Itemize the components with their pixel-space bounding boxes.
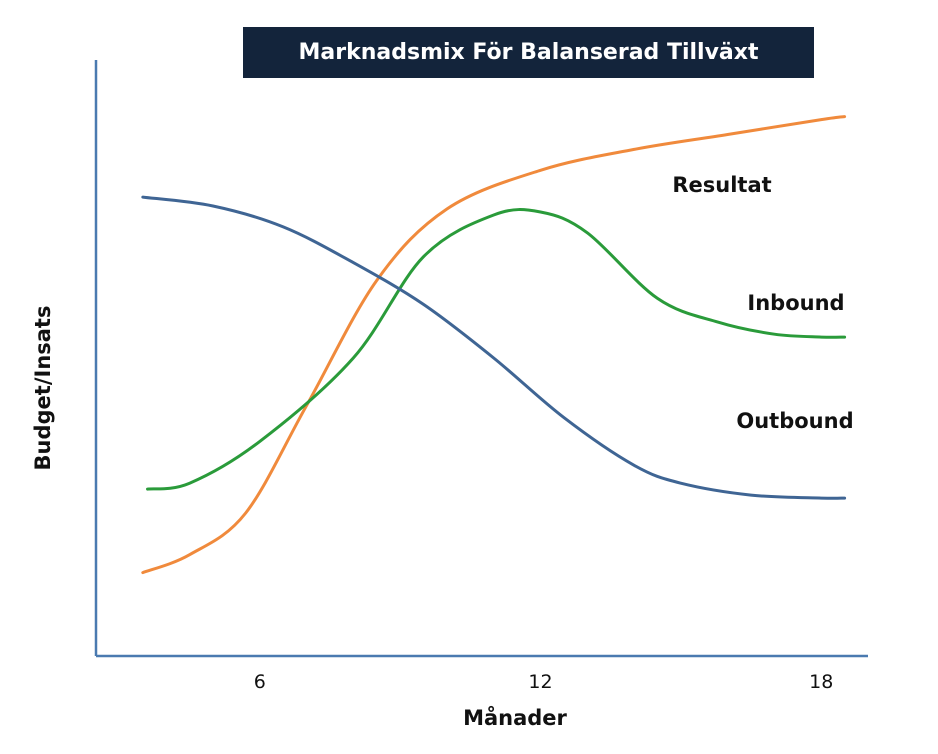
x-tick-label-6: 6 <box>254 671 266 693</box>
series-label-resultat: Resultat <box>672 173 771 197</box>
series-line-outbound <box>141 195 847 500</box>
y-axis-label: Budget/Insats <box>31 306 55 471</box>
chart-title-banner: Marknadsmix För Balanserad Tillväxt <box>243 27 814 78</box>
series-label-outbound: Outbound <box>736 409 853 433</box>
series-line-inbound <box>146 208 847 491</box>
chart-title: Marknadsmix För Balanserad Tillväxt <box>298 40 759 65</box>
series-label-inbound: Inbound <box>747 291 844 315</box>
x-tick-label-18: 18 <box>809 671 833 693</box>
x-axis-label: Månader <box>463 705 567 730</box>
x-tick-label-12: 12 <box>528 671 552 693</box>
series-line-resultat <box>141 115 847 575</box>
